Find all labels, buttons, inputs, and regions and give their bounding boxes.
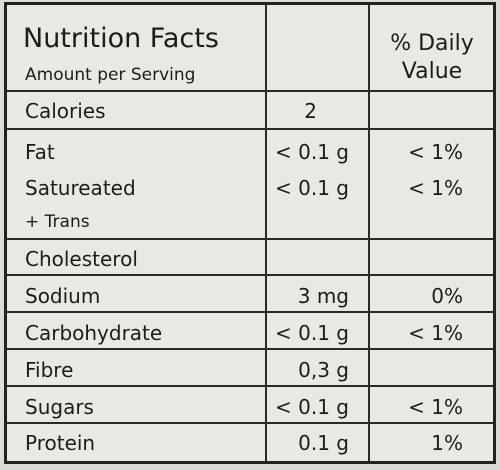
nutrient-amount-fibre: 0,3 g: [298, 358, 349, 382]
nutrient-name-fibre: Fibre: [25, 358, 74, 382]
column-divider-amount: [265, 5, 267, 461]
label-subtitle: Amount per Serving: [25, 65, 196, 85]
nutrient-name-sodium: Sodium: [25, 284, 101, 308]
nutrient-name-protein: Protein: [25, 431, 96, 455]
nutrient-name-fat: Fat: [25, 140, 55, 164]
nutrient-name-carbohydrate: Carbohydrate: [25, 321, 163, 345]
row-divider: [7, 311, 493, 313]
nutrient-amount-calories: 2: [304, 99, 317, 123]
nutrient-daily-fat: < 1%: [408, 140, 463, 164]
row-divider: [7, 238, 493, 240]
nutrient-amount-fat: < 0.1 g: [275, 140, 349, 164]
nutrient-amount-protein: 0.1 g: [298, 431, 349, 455]
nutrient-name-calories: Calories: [25, 99, 106, 123]
nutrition-facts-label: Nutrition Facts Amount per Serving % Dai…: [4, 2, 496, 464]
label-title: Nutrition Facts: [23, 23, 219, 54]
nutrient-name-cholesterol: Cholesterol: [25, 247, 138, 271]
nutrient-daily-carbohydrate: < 1%: [408, 321, 463, 345]
column-divider-daily-value: [368, 5, 370, 461]
row-divider: [7, 422, 493, 424]
row-divider: [7, 128, 493, 130]
nutrient-daily-sodium: 0%: [431, 284, 463, 308]
daily-value-heading-line1: % Daily: [390, 31, 474, 56]
nutrient-amount-saturated: < 0.1 g: [275, 176, 349, 200]
nutrient-name-sugars: Sugars: [25, 395, 94, 419]
nutrient-name-saturated: Satureated: [25, 176, 136, 200]
daily-value-heading-line2: Value: [401, 59, 463, 84]
nutrient-amount-carbohydrate: < 0.1 g: [275, 321, 349, 345]
nutrient-amount-sodium: 3 mg: [297, 284, 349, 308]
nutrient-name-trans: + Trans: [25, 212, 90, 232]
nutrient-amount-sugars: < 0.1 g: [275, 395, 349, 419]
header-divider: [7, 90, 493, 92]
nutrient-daily-saturated: < 1%: [408, 176, 463, 200]
row-divider: [7, 348, 493, 350]
nutrient-daily-sugars: < 1%: [408, 395, 463, 419]
row-divider: [7, 274, 493, 276]
row-divider: [7, 385, 493, 387]
nutrient-daily-protein: 1%: [431, 431, 463, 455]
